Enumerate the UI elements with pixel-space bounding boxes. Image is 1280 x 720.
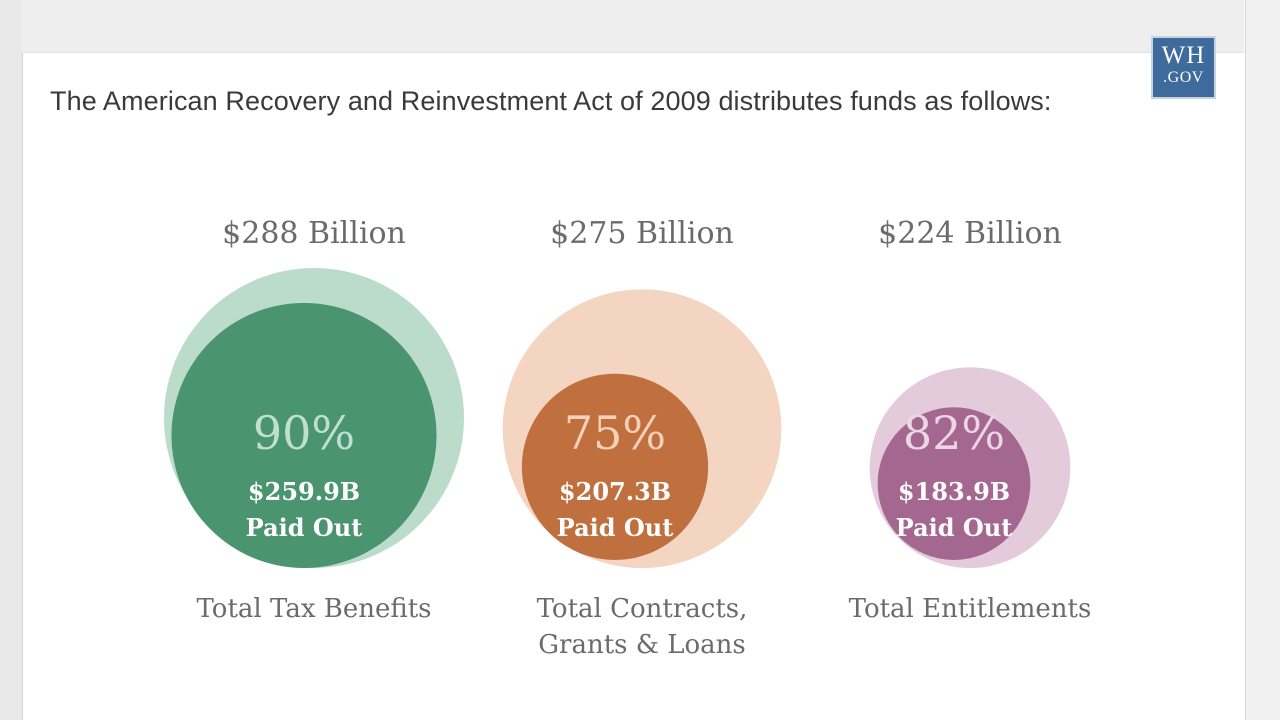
bubble-paid-amount-label: $183.9B [898, 477, 1010, 506]
bubble-paid-caption: Paid Out [896, 513, 1013, 542]
bubble-total-label: $275 Billion [550, 216, 734, 251]
bubble-percent-label: 75% [564, 406, 666, 460]
right-edge [1246, 0, 1280, 720]
wh-gov-logo: WH .GOV [1151, 36, 1216, 99]
bubble-paid-circle [877, 407, 1031, 560]
bubble-category-label: Total Contracts, [537, 594, 748, 624]
bubble-paid-caption: Paid Out [246, 513, 363, 542]
bubble-category-label: Total Tax Benefits [196, 594, 431, 624]
bubble-category-label: Grants & Loans [538, 630, 745, 660]
top-bar [22, 0, 1244, 53]
bubble-percent-label: 82% [903, 406, 1005, 460]
bubble-total-label: $224 Billion [878, 216, 1062, 251]
logo-line1: WH [1161, 42, 1206, 69]
bubble-percent-label: 90% [253, 406, 355, 460]
bubble-paid-amount-label: $259.9B [248, 477, 360, 506]
page-title: The American Recovery and Reinvestment A… [50, 86, 1052, 116]
bubble-total-label: $288 Billion [222, 216, 406, 251]
bubble-paid-amount-label: $207.3B [559, 477, 671, 506]
bubble-paid-circle [521, 373, 709, 560]
logo-line2: .GOV [1163, 69, 1204, 86]
bubble-category-label: Total Entitlements [849, 594, 1092, 624]
bubble-paid-caption: Paid Out [557, 513, 674, 542]
bubble-paid-circle [171, 302, 437, 568]
